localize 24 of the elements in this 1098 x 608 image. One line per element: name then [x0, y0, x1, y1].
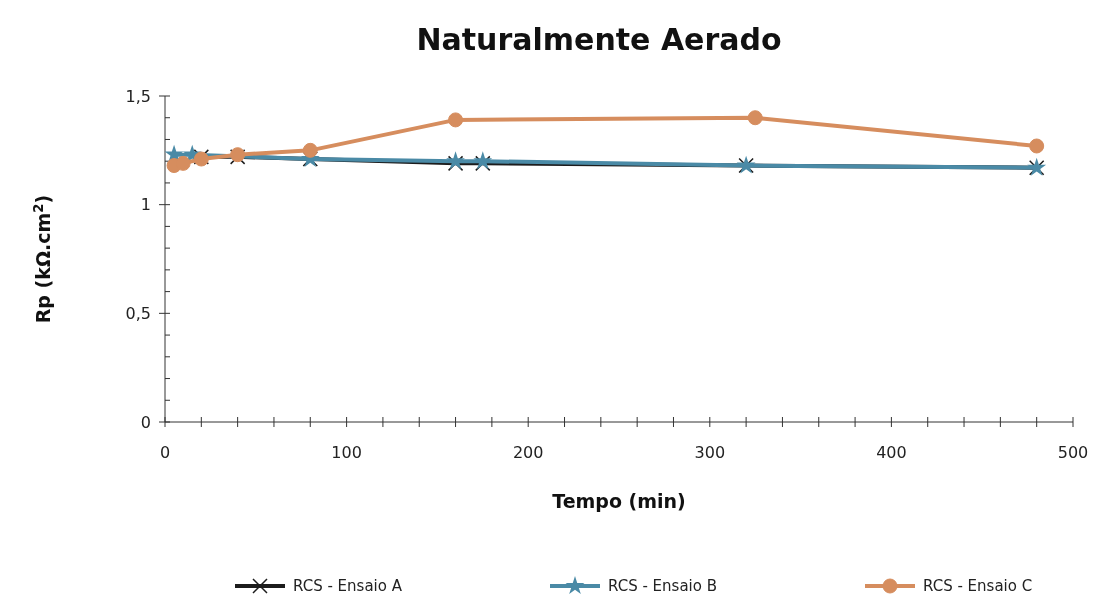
point — [475, 155, 491, 172]
x-tick-label: 200 — [512, 443, 544, 462]
point — [446, 151, 465, 170]
x-tick-label: 400 — [876, 443, 907, 462]
x-tick-label: 500 — [1057, 443, 1089, 462]
y-tick-label: 1 — [140, 195, 151, 215]
point — [473, 151, 493, 170]
x-tick-label: 0 — [159, 443, 171, 462]
chart-title: Naturalmente Aerado — [416, 22, 782, 57]
y-tick-label: 0,5 — [125, 303, 151, 323]
x-tick-label: 100 — [331, 443, 362, 462]
x-axis-title: Tempo (min) — [552, 490, 686, 512]
legend-label: RCS - Ensaio B — [608, 577, 718, 596]
y-tick-label: 0 — [140, 412, 151, 432]
point — [175, 155, 191, 171]
legend-label: RCS - Ensaio C — [923, 577, 1033, 596]
point — [448, 112, 464, 128]
y-tick-label: 1,5 — [125, 86, 151, 106]
x-tick-label: 300 — [694, 443, 726, 462]
point — [302, 142, 318, 158]
point — [747, 110, 763, 126]
legend-label: RCS - Ensaio A — [293, 577, 403, 596]
point — [447, 155, 464, 172]
point — [1029, 138, 1045, 154]
